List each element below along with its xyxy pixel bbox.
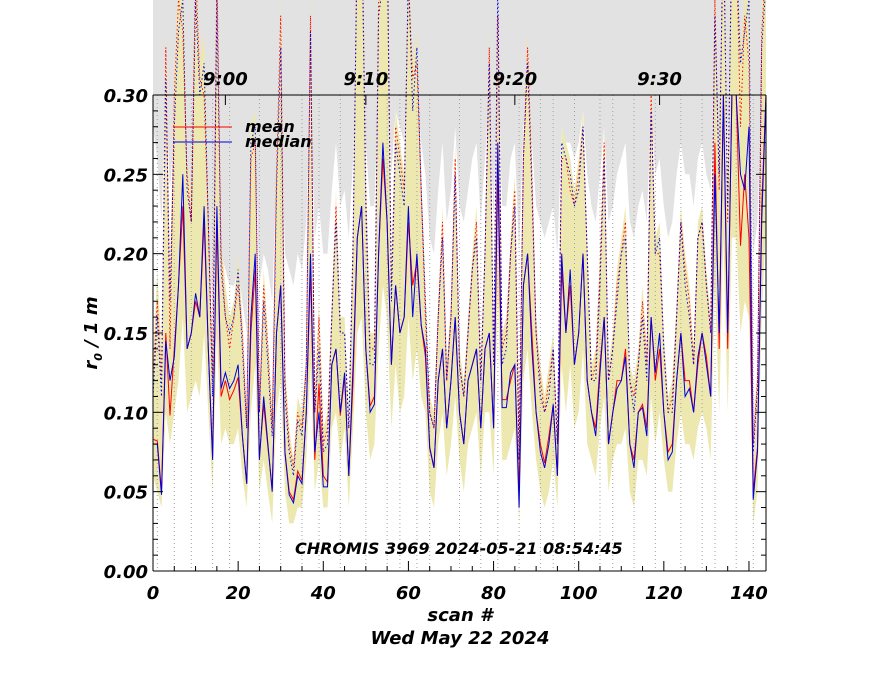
y-tick-label-1: 0.05 bbox=[104, 483, 148, 504]
y-axis-label-r: r bbox=[81, 360, 102, 370]
y-axis-label-subscript: 0 bbox=[92, 353, 105, 361]
legend: mean median bbox=[173, 117, 312, 151]
series-lines bbox=[153, 94, 766, 508]
x-tick-label-140: 140 bbox=[730, 583, 768, 604]
legend-median-label: median bbox=[245, 132, 312, 151]
x-axis-label: scan # bbox=[427, 605, 495, 626]
time-tick-label-0: 9:00 bbox=[203, 69, 248, 90]
tick-labels: 0 20 40 60 80 100 120 140 0.00 0.05 0.10 0.15 0.20 0.… bbox=[104, 69, 768, 604]
median-upper-envelope bbox=[153, 0, 766, 476]
y-tick-label-2: 0.10 bbox=[104, 403, 148, 424]
grey-band bbox=[153, 0, 766, 333]
x-tick-label-80: 80 bbox=[481, 583, 506, 604]
upper-envelopes bbox=[153, 0, 766, 476]
y-tick-label-3: 0.15 bbox=[104, 324, 148, 345]
x-tick-label-100: 100 bbox=[560, 583, 598, 604]
y-tick-label-0: 0.00 bbox=[104, 562, 148, 583]
time-tick-label-1: 9:10 bbox=[343, 69, 388, 90]
scan-markers bbox=[156, 95, 754, 571]
x-tick-label-60: 60 bbox=[396, 583, 421, 604]
y-axis-label: r0 / 1 m bbox=[81, 296, 105, 369]
instrument-annotation: CHROMIS 3969 2024-05-21 08:54:45 bbox=[295, 539, 623, 558]
x-tick-label-120: 120 bbox=[645, 583, 683, 604]
y-tick-label-5: 0.25 bbox=[104, 165, 148, 186]
tick-marks bbox=[152, 94, 766, 572]
x-tick-label-0: 0 bbox=[147, 583, 160, 604]
time-tick-label-3: 9:30 bbox=[637, 69, 682, 90]
y-tick-label-4: 0.20 bbox=[104, 245, 148, 266]
time-tick-label-2: 9:20 bbox=[492, 69, 537, 90]
x-tick-label-40: 40 bbox=[310, 583, 336, 604]
y-tick-label-6: 0.30 bbox=[104, 86, 148, 107]
yellow-band bbox=[153, 0, 766, 524]
spread-bands bbox=[153, 0, 766, 524]
y-axis-label-unit: / 1 m bbox=[81, 296, 102, 353]
x-tick-label-20: 20 bbox=[226, 583, 251, 604]
date-label: Wed May 22 2024 bbox=[371, 628, 550, 649]
legend-mean-label: mean bbox=[245, 117, 295, 136]
median-line bbox=[153, 94, 766, 508]
